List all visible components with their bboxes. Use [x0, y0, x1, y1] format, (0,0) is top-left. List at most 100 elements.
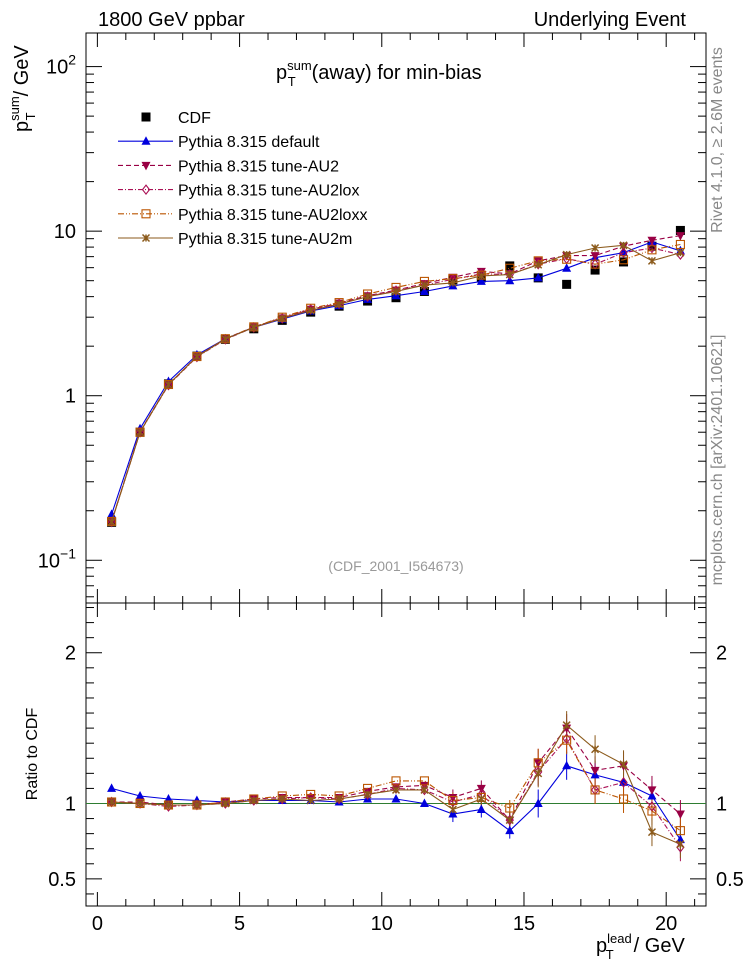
- main-series: [107, 225, 685, 528]
- main-point-pythia-8-315-tune-au2m: [335, 300, 344, 309]
- ratio-point-pythia-8-315-tune-au2m: [477, 794, 486, 804]
- ratio-point-pythia-8-315-tune-au2loxx: [647, 806, 657, 816]
- legend-label: Pythia 8.315 tune-AU2loxx: [178, 207, 367, 224]
- main-point-pythia-8-315-tune-au2m: [107, 517, 116, 526]
- xlabel-sup: lead: [607, 931, 632, 946]
- legend-marker: [141, 233, 151, 243]
- main-point-pythia-8-315-tune-au2loxx: [618, 255, 629, 265]
- main-point-pythia-8-315-tune-au2loxx: [590, 259, 600, 269]
- ratio-point-pythia-8-315-tune-au2m: [391, 785, 401, 794]
- main-point-pythia-8-315-default: [505, 275, 515, 285]
- ratio-line-pythia-8-315-tune-au2loxx: [111, 739, 681, 832]
- ratio-xtick-label: 5: [234, 913, 245, 935]
- legend-item-pythia-8-315-tune-au2m: Pythia 8.315 tune-AU2m: [118, 231, 352, 248]
- main-point-pythia-8-315-tune-au2: [675, 232, 685, 241]
- legend-item-cdf: CDF: [141, 110, 211, 127]
- ratio-point-pythia-8-315-default: [107, 783, 117, 792]
- ratio-ytick-label-right: 0.5: [716, 869, 744, 891]
- ratio-point-pythia-8-315-tune-au2m: [591, 745, 600, 754]
- ratio-point-pythia-8-315-tune-au2m: [335, 794, 344, 804]
- ratio-line-pythia-8-315-tune-au2: [111, 727, 681, 822]
- ylabel-rest: / GeV: [11, 45, 33, 97]
- title-rest: (away) for min-bias: [312, 62, 482, 84]
- ratio-point-pythia-8-315-tune-au2loxx: [618, 794, 629, 804]
- ylabel-sup: sum: [7, 96, 22, 121]
- analysis-tag: (CDF_2001_I564673): [328, 558, 463, 574]
- ratio-xtick-label: 20: [655, 913, 677, 935]
- main-point-pythia-8-315-tune-au2m: [306, 306, 315, 315]
- main-point-pythia-8-315-default: [419, 286, 429, 295]
- main-point-pythia-8-315-tune-au2loxx: [107, 516, 117, 527]
- main-point-pythia-8-315-tune-au2: [647, 236, 657, 246]
- ratio-point-pythia-8-315-tune-au2m: [249, 796, 258, 805]
- main-point-cdf: [619, 257, 629, 267]
- xlabel-p: p: [596, 935, 607, 957]
- main-point-pythia-8-315-tune-au2m: [136, 428, 145, 437]
- ratio-point-pythia-8-315-tune-au2loxx: [448, 795, 458, 806]
- main-point-pythia-8-315-tune-au2lox: [164, 379, 173, 391]
- xlabel-rest: / GeV: [634, 935, 686, 957]
- ratio-point-pythia-8-315-tune-au2loxx: [505, 803, 515, 813]
- ratio-point-pythia-8-315-tune-au2m: [619, 760, 628, 769]
- legend-item-pythia-8-315-default: Pythia 8.315 default: [118, 134, 320, 151]
- main-point-pythia-8-315-tune-au2loxx: [675, 239, 685, 250]
- ratio-point-pythia-8-315-tune-au2m: [363, 790, 372, 799]
- main-point-pythia-8-315-default: [476, 276, 486, 285]
- main-point-pythia-8-315-tune-au2lox: [619, 247, 628, 259]
- ratio-point-pythia-8-315-tune-au2m: [448, 805, 457, 814]
- main-series-pythia-8-315-tune-au2lox: [107, 242, 685, 528]
- main-point-cdf: [505, 261, 515, 271]
- ratio-point-pythia-8-315-default: [391, 793, 401, 803]
- main-point-pythia-8-315-tune-au2loxx: [192, 351, 202, 362]
- legend-label: CDF: [178, 110, 211, 127]
- xlabel-sub: T: [606, 947, 614, 962]
- legend-label: Pythia 8.315 tune-AU2lox: [178, 183, 359, 200]
- ratio-panel: 0 5 10 15 20 0.5 0.5 1 1 2 2 Ratio to CDF plead T / …: [24, 602, 744, 962]
- ratio-point-pythia-8-315-tune-au2m: [505, 816, 514, 825]
- main-point-pythia-8-315-tune-au2m: [192, 352, 201, 361]
- main-point-cdf: [590, 265, 600, 275]
- main-series-pythia-8-315-tune-au2m: [107, 241, 685, 526]
- main-point-cdf: [562, 279, 572, 289]
- main-point-pythia-8-315-tune-au2: [448, 273, 458, 283]
- main-ytick-label: 1: [65, 386, 76, 408]
- main-series-pythia-8-315-tune-au2: [107, 232, 685, 527]
- main-point-pythia-8-315-tune-au2loxx: [220, 334, 230, 344]
- legend-item-pythia-8-315-tune-au2: Pythia 8.315 tune-AU2: [118, 158, 339, 175]
- ratio-point-pythia-8-315-tune-au2m: [647, 828, 656, 837]
- ratio-ytick-label: 0.5: [48, 869, 76, 891]
- main-line-pythia-8-315-default: [111, 241, 681, 515]
- ratio-ytick-label: 2: [65, 643, 76, 665]
- main-point-pythia-8-315-tune-au2m: [477, 271, 486, 280]
- main-point-pythia-8-315-tune-au2loxx: [135, 427, 145, 437]
- legend-marker: [141, 136, 151, 145]
- ratio-point-pythia-8-315-tune-au2lox: [619, 776, 628, 788]
- ratio-point-pythia-8-315-default: [448, 809, 458, 818]
- xlabel: plead T / GeV: [596, 931, 685, 962]
- main-point-pythia-8-315-tune-au2m: [591, 243, 600, 253]
- main-point-pythia-8-315-tune-au2loxx: [163, 379, 174, 390]
- main-point-pythia-8-315-default: [562, 263, 572, 272]
- ratio-point-pythia-8-315-default: [163, 793, 173, 803]
- ratio-xtick-label: 0: [92, 913, 103, 935]
- ratio-point-pythia-8-315-tune-au2: [647, 786, 657, 795]
- main-point-pythia-8-315-tune-au2m: [278, 314, 287, 323]
- title-sup: sum: [287, 58, 312, 73]
- ratio-point-pythia-8-315-default: [505, 825, 515, 835]
- ratio-point-pythia-8-315-tune-au2m: [534, 769, 543, 778]
- main-point-pythia-8-315-tune-au2m: [221, 335, 230, 344]
- ratio-xtick-label: 15: [513, 913, 535, 935]
- ratio-point-pythia-8-315-tune-au2m: [420, 785, 429, 794]
- ratio-point-pythia-8-315-default: [419, 798, 429, 807]
- main-point-pythia-8-315-tune-au2: [476, 267, 486, 277]
- rivet-version-label: Rivet 4.1.0, ≥ 2.6M events: [709, 47, 726, 233]
- main-point-pythia-8-315-tune-au2m: [363, 292, 372, 301]
- legend-label: Pythia 8.315 default: [178, 134, 320, 151]
- legend-item-pythia-8-315-tune-au2lox: Pythia 8.315 tune-AU2lox: [118, 183, 359, 200]
- main-ytick-label: 102: [46, 52, 76, 79]
- main-point-pythia-8-315-tune-au2m: [676, 248, 685, 257]
- main-series-pythia-8-315-default: [107, 236, 685, 518]
- ratio-point-pythia-8-315-tune-au2loxx: [419, 776, 429, 786]
